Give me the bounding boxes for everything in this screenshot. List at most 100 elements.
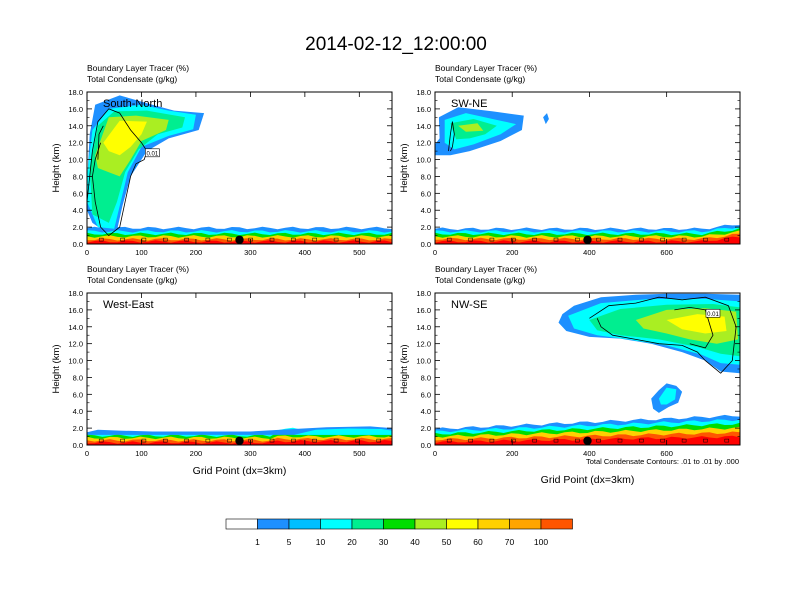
x-tick-label: 0	[433, 449, 437, 458]
y-tick-label: 10.0	[416, 156, 431, 165]
y-tick-label: 2.0	[421, 424, 431, 433]
condensate-contour	[333, 438, 339, 443]
x-tick-label: 0	[85, 449, 89, 458]
condensate-contour	[575, 438, 580, 443]
condensate-contour	[553, 237, 559, 242]
colorbar-swatch	[383, 518, 416, 530]
condensate-contour	[511, 438, 516, 443]
panel-name: NW-SE	[451, 299, 487, 311]
y-tick-label: 12.0	[68, 340, 83, 349]
y-tick-label: 12.0	[416, 139, 431, 148]
tracer-region	[103, 120, 147, 156]
y-tick-label: 14.0	[416, 323, 431, 332]
x-tick-label: 600	[660, 449, 673, 458]
plot-area: 0.01	[87, 92, 392, 244]
condensate-contour	[184, 438, 189, 443]
condensate-contour	[617, 438, 623, 443]
condensate-contour	[184, 237, 189, 242]
colorbar-label: 5	[287, 537, 292, 547]
y-tick-label: 14.0	[68, 122, 83, 131]
x-tick-label: 100	[135, 449, 148, 458]
y-tick-label: 16.0	[416, 105, 431, 114]
panel-name: South-North	[103, 98, 162, 110]
panel-west-east: Boundary Layer Tracer (%)Total Condensat…	[51, 264, 393, 477]
colorbar-label: 1	[255, 537, 260, 547]
y-tick-label: 6.0	[421, 189, 431, 198]
condensate-contour	[596, 237, 601, 242]
colorbar-label: 70	[505, 537, 515, 547]
condensate-contour	[724, 237, 730, 242]
condensate-contour	[141, 237, 147, 242]
y-tick-label: 18.0	[68, 289, 83, 298]
condensate-contour	[141, 438, 147, 443]
y-tick-label: 10.0	[416, 357, 431, 366]
panel-sw-ne: Boundary Layer Tracer (%)Total Condensat…	[399, 63, 741, 257]
y-tick-label: 2.0	[73, 424, 83, 433]
condensate-contour	[120, 438, 125, 443]
colorbar-label: 40	[410, 537, 420, 547]
x-axis-label: Grid Point (dx=3km)	[541, 474, 635, 486]
condensate-contour	[489, 237, 495, 242]
y-tick-label: 16.0	[68, 105, 83, 114]
condensate-contour	[532, 237, 537, 242]
condensate-contour	[448, 121, 455, 152]
colorbar-swatch	[446, 518, 479, 530]
y-tick-label: 16.0	[416, 306, 431, 315]
condensate-contour	[291, 438, 296, 443]
x-tick-label: 500	[353, 449, 366, 458]
condensate-contour	[97, 125, 104, 160]
x-tick-label: 0	[85, 248, 89, 257]
panel-title-line1: Boundary Layer Tracer (%)	[435, 63, 537, 73]
panel-name: SW-NE	[451, 98, 487, 110]
y-tick-label: 18.0	[416, 289, 431, 298]
y-tick-label: 4.0	[421, 206, 431, 215]
tracer-region	[294, 428, 392, 435]
tracer-region	[458, 123, 484, 132]
condensate-contour	[639, 237, 644, 242]
y-tick-label: 2.0	[421, 223, 431, 232]
colorbar-label: 50	[442, 537, 452, 547]
y-tick-label: 10.0	[68, 357, 83, 366]
contour-label-box	[145, 148, 160, 158]
condensate-contour	[575, 237, 580, 242]
plot-area	[435, 92, 740, 244]
colorbar-swatch	[225, 518, 258, 530]
y-tick-label: 8.0	[73, 373, 83, 382]
panel-name: West-East	[103, 299, 154, 311]
condensate-contour	[269, 438, 275, 443]
y-tick-label: 6.0	[421, 390, 431, 399]
y-tick-label: 4.0	[73, 407, 83, 416]
tracer-region	[543, 113, 549, 125]
condensate-contour	[553, 438, 559, 443]
x-tick-label: 400	[583, 449, 596, 458]
location-marker	[583, 235, 592, 244]
y-axis-label: Height (km)	[51, 344, 62, 393]
condensate-contour	[376, 438, 382, 443]
colorbar-swatch	[351, 518, 384, 530]
colorbar-swatch	[509, 518, 542, 530]
x-tick-label: 500	[353, 248, 366, 257]
condensate-contour	[312, 237, 317, 242]
condensate-contour	[681, 237, 687, 242]
condensate-contour	[681, 438, 687, 443]
y-tick-label: 18.0	[416, 88, 431, 97]
condensate-contour	[227, 237, 232, 242]
panel-title-line1: Boundary Layer Tracer (%)	[87, 264, 189, 274]
plot-area: 0.01	[435, 293, 740, 445]
condensate-contour	[291, 237, 296, 242]
panel-title-line2: Total Condensate (g/kg)	[87, 275, 177, 285]
location-marker	[583, 436, 592, 445]
x-tick-label: 400	[299, 449, 312, 458]
panel-title-line2: Total Condensate (g/kg)	[435, 74, 525, 84]
condensate-contour	[120, 237, 125, 242]
plot-background	[87, 293, 392, 445]
condensate-contour	[269, 237, 275, 242]
colorbar-label: 20	[347, 537, 357, 547]
y-axis-label: Height (km)	[399, 143, 410, 192]
x-tick-label: 600	[660, 248, 673, 257]
y-tick-label: 12.0	[68, 139, 83, 148]
x-tick-label: 200	[190, 449, 203, 458]
contour-label: 0.01	[707, 312, 719, 318]
